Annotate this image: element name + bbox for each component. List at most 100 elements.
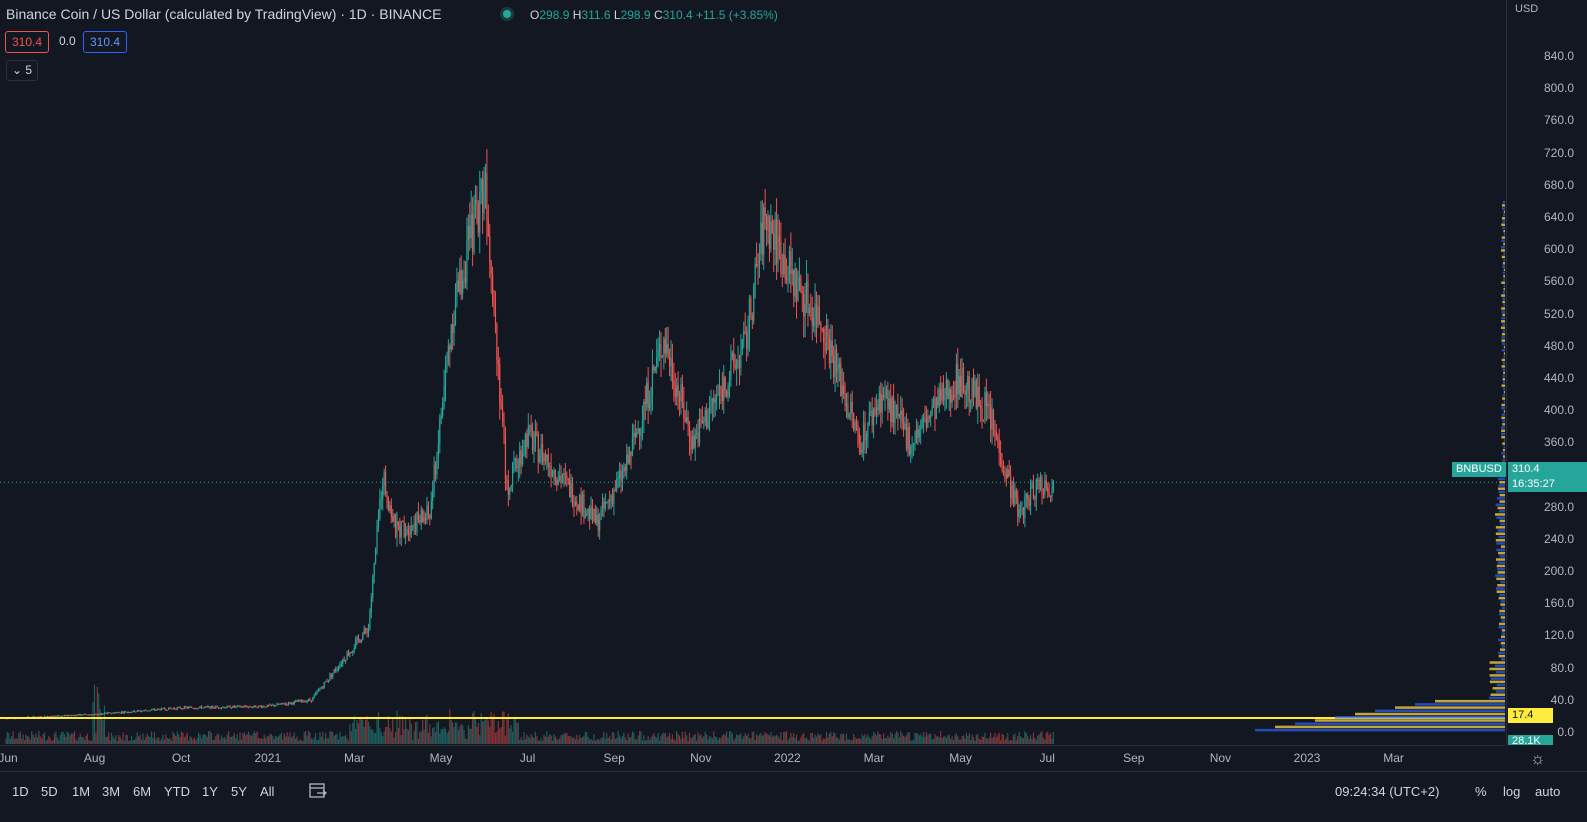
indicator-value-3[interactable]: 310.4: [83, 31, 128, 53]
volume-bar: [372, 729, 374, 744]
candle-body: [369, 613, 371, 628]
volume-bar: [260, 738, 263, 744]
volume-profile-row: [1498, 625, 1505, 629]
time-axis[interactable]: Jun Aug Oct 2021 Mar May Jul Sep Nov 2022 Mar May Ju…: [0, 745, 1505, 771]
volume-bar: [633, 732, 635, 744]
candle-body: [120, 711, 123, 714]
candle-body: [633, 432, 635, 438]
candle-body: [940, 389, 942, 401]
volume-bar: [660, 735, 662, 744]
volume-bar: [185, 735, 187, 744]
range-all-button[interactable]: All: [260, 784, 275, 799]
market-status-icon[interactable]: [503, 10, 511, 18]
candle-body: [325, 681, 327, 683]
volume-bar: [188, 740, 190, 744]
candle-body: [195, 708, 197, 710]
candle-body: [49, 716, 51, 718]
log-toggle[interactable]: log: [1503, 784, 1521, 799]
range-5d-button[interactable]: 5D: [41, 784, 58, 799]
volume-bar: [577, 739, 579, 744]
volume-bar: [992, 737, 995, 744]
volume-bar: [12, 731, 14, 744]
range-1m-button[interactable]: 1M: [72, 784, 91, 799]
volume-bar: [82, 736, 84, 744]
volume-bar: [243, 732, 245, 744]
candle-body: [902, 422, 905, 429]
candle-body: [122, 711, 124, 714]
percent-toggle[interactable]: %: [1475, 784, 1487, 799]
indicator-value-1[interactable]: 310.4: [5, 31, 50, 53]
candle-body: [472, 214, 474, 252]
clock[interactable]: 09:24:34 (UTC+2): [1335, 784, 1440, 799]
volume-bar: [835, 737, 838, 744]
candle-body: [653, 366, 655, 371]
candle-body: [684, 418, 686, 422]
volume-profile-row: [1501, 406, 1505, 410]
candle-body: [95, 714, 97, 716]
volume-bar: [845, 733, 848, 744]
range-6m-button[interactable]: 6M: [133, 784, 152, 799]
volume-bar: [297, 740, 300, 744]
price-chart[interactable]: [0, 0, 1505, 745]
range-3m-button[interactable]: 3M: [102, 784, 121, 799]
candle-body: [977, 386, 979, 408]
date-range-icon[interactable]: [308, 780, 328, 800]
volume-bar: [352, 722, 354, 744]
volume-bar: [467, 724, 469, 744]
range-ytd-button[interactable]: YTD: [164, 784, 190, 799]
currency-label[interactable]: USD: [1515, 3, 1539, 15]
volume-bar: [230, 736, 233, 744]
candle-body: [359, 639, 361, 643]
candle-body: [774, 219, 776, 250]
volume-bar: [803, 733, 805, 744]
volume-bar: [543, 734, 545, 744]
volume-bar: [120, 739, 123, 744]
volume-bar: [149, 736, 151, 744]
candle-body: [1044, 480, 1046, 495]
volume-bar: [640, 731, 642, 744]
price-axis[interactable]: 840.0 800.0 760.0 720.0 680.0 640.0 600.0 560.0…: [1506, 0, 1587, 745]
volume-bar: [469, 728, 471, 744]
volume-bar: [905, 735, 908, 744]
volume-bar: [867, 734, 869, 744]
volume-profile-row: [1496, 577, 1505, 581]
volume-bar: [152, 737, 154, 744]
candle-body: [407, 529, 410, 534]
candle-body: [519, 450, 521, 467]
volume-profile-row: [1501, 246, 1505, 249]
sun-icon[interactable]: ☼: [1530, 749, 1546, 768]
candle-body: [490, 261, 492, 275]
volume-bar: [590, 738, 592, 744]
volume-bar: [740, 733, 742, 744]
volume-bar: [463, 730, 465, 744]
range-1y-button[interactable]: 1Y: [202, 784, 218, 799]
candle-body: [743, 331, 745, 340]
volume-bar: [15, 738, 17, 744]
range-5y-button[interactable]: 5Y: [231, 784, 247, 799]
volume-bar: [409, 717, 411, 744]
volume-bar: [453, 727, 455, 744]
volume-bar: [66, 731, 68, 744]
candle-body: [460, 269, 462, 294]
candle-body: [947, 379, 949, 399]
candle-body: [370, 597, 372, 614]
volume-bar: [222, 738, 224, 744]
candle-body: [245, 706, 247, 708]
symbol-title[interactable]: Binance Coin / US Dollar (calculated by …: [6, 6, 442, 22]
volume-profile-row: [1502, 200, 1505, 204]
volume-bar: [998, 732, 1000, 744]
range-1d-button[interactable]: 1D: [12, 784, 29, 799]
price-tick-label: 840.0: [1543, 49, 1574, 63]
candle-body: [1049, 496, 1052, 498]
candle-body: [208, 706, 210, 708]
volume-bar: [686, 735, 688, 744]
volume-bar: [821, 740, 823, 744]
volume-bar: [116, 740, 118, 744]
indicators-collapse-button[interactable]: ⌄ 5: [6, 60, 39, 81]
volume-bar: [462, 725, 464, 744]
candle-body: [514, 458, 517, 460]
candle-body: [619, 470, 621, 478]
auto-toggle[interactable]: auto: [1535, 784, 1561, 799]
volume-bar: [730, 731, 732, 744]
candle-body: [136, 710, 138, 712]
